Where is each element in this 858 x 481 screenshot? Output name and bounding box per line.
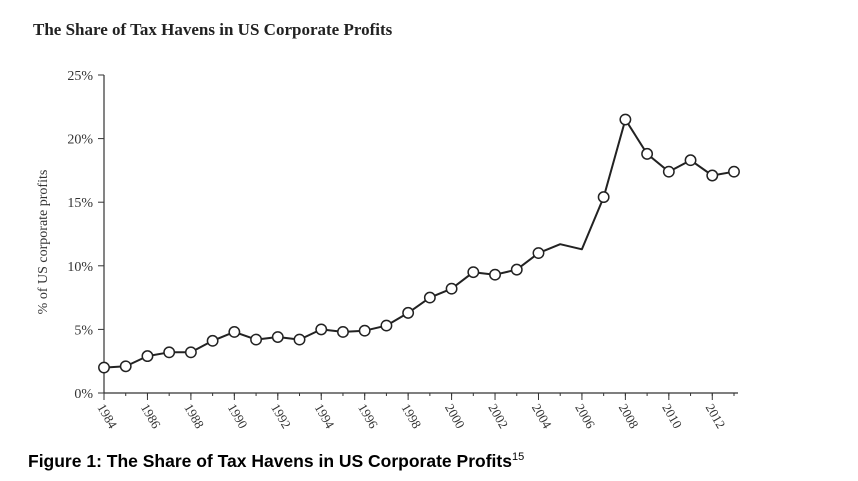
data-point xyxy=(98,361,110,374)
x-tick-label: 1990 xyxy=(225,401,251,431)
data-point xyxy=(510,263,523,276)
y-axis-label: % of US corporate profits xyxy=(36,170,51,315)
data-point xyxy=(532,247,545,260)
y-axis-ticks: 0% 5% 10% 15% 20% 25% xyxy=(67,69,104,402)
data-point xyxy=(467,266,480,279)
data-point xyxy=(271,331,284,343)
caption-text: Figure 1: The Share of Tax Havens in US … xyxy=(28,451,512,471)
x-tick-label: 1998 xyxy=(399,401,425,431)
data-point xyxy=(380,319,393,332)
data-point xyxy=(619,113,632,126)
x-axis-ticks: 1984 1986 1988 1990 1992 1994 1996 1998 2000 2002… xyxy=(94,393,735,431)
data-point xyxy=(684,154,697,167)
data-point xyxy=(141,350,154,363)
data-point xyxy=(445,282,458,295)
data-point xyxy=(358,324,371,337)
x-tick-label: 2002 xyxy=(485,401,511,431)
x-tick-label: 2000 xyxy=(442,401,468,431)
x-tick-label: 1996 xyxy=(355,401,381,431)
x-tick-label: 2012 xyxy=(703,401,729,431)
x-tick-label: 1988 xyxy=(181,401,207,431)
y-tick-label: 15% xyxy=(67,196,93,211)
footnote-marker: 15 xyxy=(511,451,525,464)
data-point xyxy=(250,333,263,346)
data-point xyxy=(423,291,436,304)
x-tick-label: 2008 xyxy=(616,401,642,431)
data-point xyxy=(706,169,719,182)
series-line xyxy=(103,118,735,369)
data-point xyxy=(206,334,219,347)
data-point xyxy=(489,268,501,281)
y-tick-label: 20% xyxy=(67,133,93,148)
data-point xyxy=(597,191,610,204)
x-tick-label: 2006 xyxy=(572,401,598,431)
y-tick-label: 0% xyxy=(74,387,93,402)
x-tick-label: 1984 xyxy=(94,401,120,431)
y-tick-label: 10% xyxy=(67,260,93,275)
data-point xyxy=(293,333,306,346)
x-tick-label: 1994 xyxy=(312,401,338,431)
x-tick-label: 1992 xyxy=(268,401,294,431)
data-point xyxy=(228,325,241,338)
data-point xyxy=(641,147,654,160)
y-tick-label: 5% xyxy=(74,323,93,338)
chart-title: The Share of Tax Havens in US Corporate … xyxy=(33,20,393,39)
data-point xyxy=(402,306,415,319)
data-point xyxy=(163,346,176,359)
series-group xyxy=(98,113,740,374)
data-point xyxy=(728,165,740,178)
data-point xyxy=(662,165,675,178)
x-tick-label: 2010 xyxy=(659,401,685,431)
figure-caption: Figure 1: The Share of Tax Havens in US … xyxy=(28,451,524,472)
data-point xyxy=(337,325,349,338)
y-tick-label: 25% xyxy=(67,69,93,84)
x-tick-label: 2004 xyxy=(529,401,555,431)
data-point xyxy=(119,360,132,373)
data-point xyxy=(184,346,197,359)
axes xyxy=(103,75,738,394)
x-tick-label: 1986 xyxy=(138,401,164,431)
data-point xyxy=(315,323,328,336)
